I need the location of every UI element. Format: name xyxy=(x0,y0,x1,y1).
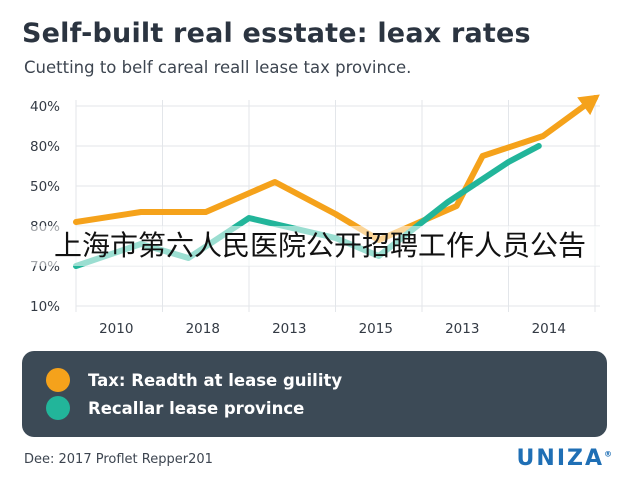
y-tick-label: 40% xyxy=(30,99,60,115)
x-tick-label: 2015 xyxy=(359,321,393,337)
legend-item-tax: Tax: Readth at lease guility xyxy=(46,368,342,392)
source-note: Dee: 2017 Proflet Repper201 xyxy=(24,452,213,467)
legend-label-recallar: Recallar lease province xyxy=(88,398,305,418)
legend-label-tax: Tax: Readth at lease guility xyxy=(88,370,343,390)
legend-item-recallar: Recallar lease province xyxy=(46,396,304,420)
y-tick-label: 50% xyxy=(30,179,60,195)
x-tick-label: 2013 xyxy=(445,321,479,337)
x-tick-label: 2010 xyxy=(99,321,133,337)
y-tick-label: 10% xyxy=(30,299,60,315)
chart-subtitle: Cuetting to belf careal reall lease tax … xyxy=(24,58,412,77)
y-tick-label: 80% xyxy=(30,139,60,155)
brand-logo: UNIZA® xyxy=(516,446,612,471)
legend-swatch-tax xyxy=(46,368,70,392)
x-tick-label: 2018 xyxy=(186,321,220,337)
x-tick-label: 2014 xyxy=(532,321,566,337)
chart-grid xyxy=(75,100,600,312)
legend-swatch-recallar xyxy=(46,396,70,420)
y-axis-ticks: 40%80%50%80%70%10% xyxy=(30,99,60,315)
series-arrowhead-0 xyxy=(577,94,600,116)
x-tick-label: 2013 xyxy=(272,321,306,337)
legend-panel: Tax: Readth at lease guility Recallar le… xyxy=(22,351,607,437)
x-axis-ticks: 2010 2018 2013 2015 2013 2014 xyxy=(99,321,566,337)
chart-title: Self-built real esstate: leax rates xyxy=(22,18,531,49)
overlay-caption: 上海市第六人民医院公开招聘工作人员公告 xyxy=(0,226,640,266)
